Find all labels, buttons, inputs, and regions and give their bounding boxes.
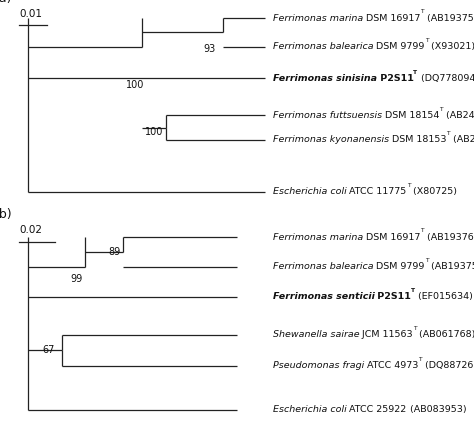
Text: Ferrimonas marina: Ferrimonas marina (273, 14, 363, 23)
Text: (X93021): (X93021) (428, 42, 474, 51)
Text: T: T (420, 9, 424, 14)
Text: Ferrimonas futtsuensis: Ferrimonas futtsuensis (273, 111, 382, 120)
Text: T: T (413, 69, 418, 74)
Text: (AB061768): (AB061768) (417, 330, 474, 339)
Text: Ferrimonas sinisina: Ferrimonas sinisina (273, 74, 376, 83)
Text: T: T (439, 107, 443, 112)
Text: 93: 93 (203, 44, 216, 54)
Text: ATCC 11775: ATCC 11775 (346, 187, 407, 196)
Text: T: T (425, 258, 428, 263)
Text: Escherichia coli: Escherichia coli (273, 405, 346, 414)
Text: DSM 9799: DSM 9799 (373, 262, 425, 271)
Text: (AB245515): (AB245515) (443, 111, 474, 120)
Text: ATCC 4973: ATCC 4973 (364, 361, 418, 370)
Text: T: T (446, 131, 450, 136)
Text: T: T (418, 357, 422, 362)
Text: (EF015634): (EF015634) (415, 292, 474, 301)
Text: (AB193765): (AB193765) (424, 233, 474, 242)
Text: Ferrimonas balearica: Ferrimonas balearica (273, 262, 373, 271)
Text: (X80725): (X80725) (410, 187, 457, 196)
Text: (AB083953): (AB083953) (407, 405, 466, 414)
Text: (DQ778094): (DQ778094) (418, 74, 474, 83)
Text: Escherichia coli: Escherichia coli (273, 187, 346, 196)
Text: 100: 100 (145, 127, 164, 137)
Text: Ferrimonas kyonanensis: Ferrimonas kyonanensis (273, 135, 389, 144)
Text: DSM 16917: DSM 16917 (363, 14, 420, 23)
Text: Ferrimonas senticii: Ferrimonas senticii (273, 292, 374, 301)
Text: Ferrimonas balearica: Ferrimonas balearica (273, 42, 373, 51)
Text: 67: 67 (42, 345, 55, 355)
Text: (AB193757): (AB193757) (428, 262, 474, 271)
Text: 89: 89 (109, 247, 121, 258)
Text: (DQ887266): (DQ887266) (422, 361, 474, 370)
Text: P2S11: P2S11 (374, 292, 411, 301)
Text: Ferrimonas marina: Ferrimonas marina (273, 233, 363, 242)
Text: DSM 9799: DSM 9799 (373, 42, 425, 51)
Text: T: T (425, 38, 428, 43)
Text: DSM 18153: DSM 18153 (389, 135, 446, 144)
Text: 100: 100 (126, 80, 145, 90)
Text: T: T (420, 229, 424, 233)
Text: P2S11: P2S11 (376, 74, 413, 83)
Text: DSM 16917: DSM 16917 (363, 233, 420, 242)
Text: DSM 18154: DSM 18154 (382, 111, 439, 120)
Text: T: T (411, 288, 415, 293)
Text: (b): (b) (0, 208, 13, 221)
Text: (AB245514): (AB245514) (450, 135, 474, 144)
Text: 0.01: 0.01 (19, 9, 42, 19)
Text: 99: 99 (71, 274, 83, 284)
Text: JCM 11563: JCM 11563 (359, 330, 413, 339)
Text: Pseudomonas fragi: Pseudomonas fragi (273, 361, 364, 370)
Text: (AB193751): (AB193751) (424, 14, 474, 23)
Text: ATCC 25922: ATCC 25922 (346, 405, 407, 414)
Text: (a): (a) (0, 0, 13, 5)
Text: T: T (407, 183, 410, 188)
Text: 0.02: 0.02 (19, 225, 42, 235)
Text: T: T (413, 326, 417, 331)
Text: Shewanella sairae: Shewanella sairae (273, 330, 359, 339)
